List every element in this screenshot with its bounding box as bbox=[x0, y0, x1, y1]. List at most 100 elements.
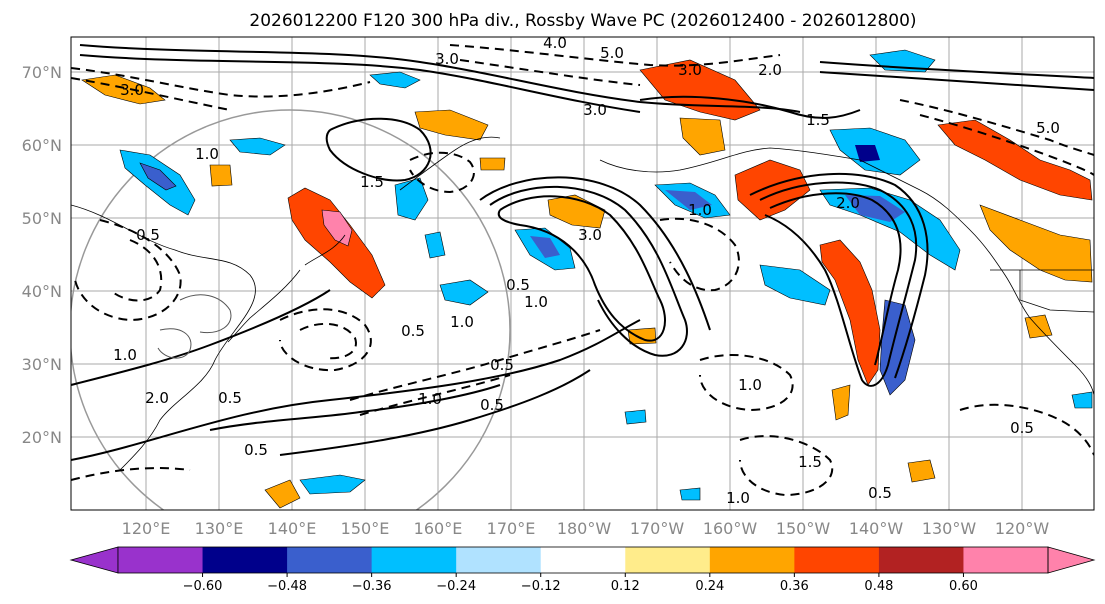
colorbar-segment bbox=[709, 547, 795, 573]
colorbar-segment bbox=[287, 547, 373, 573]
colorbar-tick-label: 0.60 bbox=[949, 579, 978, 594]
canada-border bbox=[990, 269, 1094, 313]
contour-label: 1.0 bbox=[113, 346, 137, 364]
colorbar-tick-label: −0.36 bbox=[352, 579, 392, 594]
contour-label: 3.0 bbox=[120, 81, 144, 99]
negative-div-area bbox=[1071, 391, 1093, 409]
contour-label: 3.0 bbox=[435, 50, 459, 68]
solid-contour-line bbox=[819, 71, 1094, 91]
contour-label: 0.5 bbox=[218, 389, 242, 407]
colorbar-segment bbox=[456, 547, 542, 573]
solid-contour-line bbox=[79, 44, 801, 113]
colorbar-tick-label: −0.60 bbox=[183, 579, 223, 594]
contour-label: 5.0 bbox=[1036, 119, 1060, 137]
dashed-contour-line bbox=[449, 44, 781, 67]
positive-div-area bbox=[1024, 314, 1053, 339]
solid-contours bbox=[71, 44, 1094, 461]
colorbar-segment bbox=[202, 547, 288, 573]
longitude-label: 140°W bbox=[849, 519, 904, 538]
contour-label: 1.0 bbox=[688, 201, 712, 219]
colorbar-tick-label: 0.36 bbox=[780, 579, 809, 594]
dashed-contour-line bbox=[71, 77, 231, 111]
dashed-contour-line bbox=[359, 374, 511, 416]
positive-div-area bbox=[321, 209, 353, 247]
dashed-contour-line bbox=[739, 435, 834, 497]
longitude-label: 120°W bbox=[995, 519, 1050, 538]
solid-contour-line bbox=[79, 54, 641, 113]
dashed-contour-line bbox=[899, 99, 1094, 156]
longitude-label: 130°E bbox=[195, 519, 244, 538]
dashed-contours bbox=[71, 44, 1094, 497]
positive-div-area bbox=[479, 157, 506, 171]
contour-label: 0.5 bbox=[401, 322, 425, 340]
negative-div-area bbox=[139, 162, 177, 191]
contour-label: 0.5 bbox=[868, 484, 892, 502]
divergence-shading bbox=[81, 49, 1093, 509]
solid-contour-line bbox=[479, 176, 711, 331]
longitude-label: 130°W bbox=[922, 519, 977, 538]
dashed-contour-line bbox=[109, 239, 163, 302]
alaska-coastline bbox=[599, 147, 921, 191]
dashed-contour-line bbox=[74, 219, 182, 322]
thin-contour-line bbox=[157, 328, 192, 359]
positive-div-area bbox=[979, 204, 1093, 283]
kamchatka-coastline bbox=[399, 136, 501, 191]
longitude-labels: 120°E 130°E 140°E 150°E 160°E 170°E 180°W 170°W… bbox=[122, 519, 1050, 538]
colorbar-segment bbox=[371, 547, 457, 573]
dashed-contour-line bbox=[919, 114, 1094, 176]
positive-div-area bbox=[287, 187, 386, 299]
solid-contour-line bbox=[497, 195, 666, 342]
longitude-label: 170°E bbox=[487, 519, 536, 538]
negative-div-area bbox=[855, 145, 880, 162]
positive-div-area bbox=[627, 327, 657, 345]
dashed-contour-line bbox=[459, 59, 641, 86]
colorbar-segment bbox=[540, 547, 626, 573]
solid-contour-line bbox=[819, 61, 1094, 79]
solid-contour-line bbox=[209, 384, 501, 431]
negative-div-area bbox=[759, 264, 831, 306]
latitude-label: 30°N bbox=[22, 355, 62, 374]
positive-div-area bbox=[264, 479, 301, 509]
map-panel: 3.04.05.03.02.03.01.5 5.03.00.51.01.52.01… bbox=[22, 36, 1095, 538]
negative-div-area bbox=[679, 487, 701, 501]
positive-div-area bbox=[907, 459, 936, 483]
contour-label: 1.0 bbox=[524, 293, 548, 311]
positive-div-area bbox=[639, 59, 761, 121]
map-layers: 3.04.05.03.02.03.01.5 5.03.00.51.01.52.01… bbox=[71, 37, 1094, 510]
solid-contour-line bbox=[639, 95, 861, 119]
north-america-coastline bbox=[919, 189, 1094, 396]
dashed-contour-line bbox=[71, 467, 191, 481]
colorbar-segment bbox=[794, 547, 880, 573]
longitude-label: 170°W bbox=[630, 519, 685, 538]
dashed-contour-line bbox=[659, 217, 740, 292]
solid-contour-line bbox=[71, 289, 331, 386]
dashed-contour-line bbox=[349, 329, 601, 401]
contour-label: 0.5 bbox=[1010, 419, 1034, 437]
contour-label: 1.0 bbox=[726, 489, 750, 507]
negative-div-area bbox=[424, 231, 446, 259]
longitude-label: 180°W bbox=[557, 519, 612, 538]
positive-div-area bbox=[831, 384, 851, 421]
latitude-label: 20°N bbox=[22, 428, 62, 447]
colorbar-segment bbox=[118, 547, 204, 573]
colorbar-tick-label: −0.12 bbox=[521, 579, 561, 594]
contour-label: 5.0 bbox=[600, 44, 624, 62]
solid-contour-line bbox=[489, 185, 688, 357]
contour-label: 0.5 bbox=[506, 276, 530, 294]
contour-label: 1.5 bbox=[806, 111, 830, 129]
colorbar-segment bbox=[963, 547, 1049, 573]
colorbar-segment bbox=[878, 547, 964, 573]
colorbar-tick-label: 0.24 bbox=[695, 579, 724, 594]
negative-div-area bbox=[819, 187, 961, 271]
colorbar-tick-label: 0.48 bbox=[864, 579, 893, 594]
longitude-label: 140°E bbox=[268, 519, 317, 538]
negative-div-area bbox=[624, 409, 647, 425]
colorbar-tick-label: −0.48 bbox=[267, 579, 307, 594]
dashed-contour-line bbox=[71, 67, 371, 98]
positive-div-area bbox=[937, 119, 1093, 201]
positive-div-area bbox=[414, 109, 489, 141]
solid-contour-line bbox=[71, 319, 641, 461]
contour-label: 2.0 bbox=[758, 61, 782, 79]
negative-div-area bbox=[530, 236, 560, 258]
